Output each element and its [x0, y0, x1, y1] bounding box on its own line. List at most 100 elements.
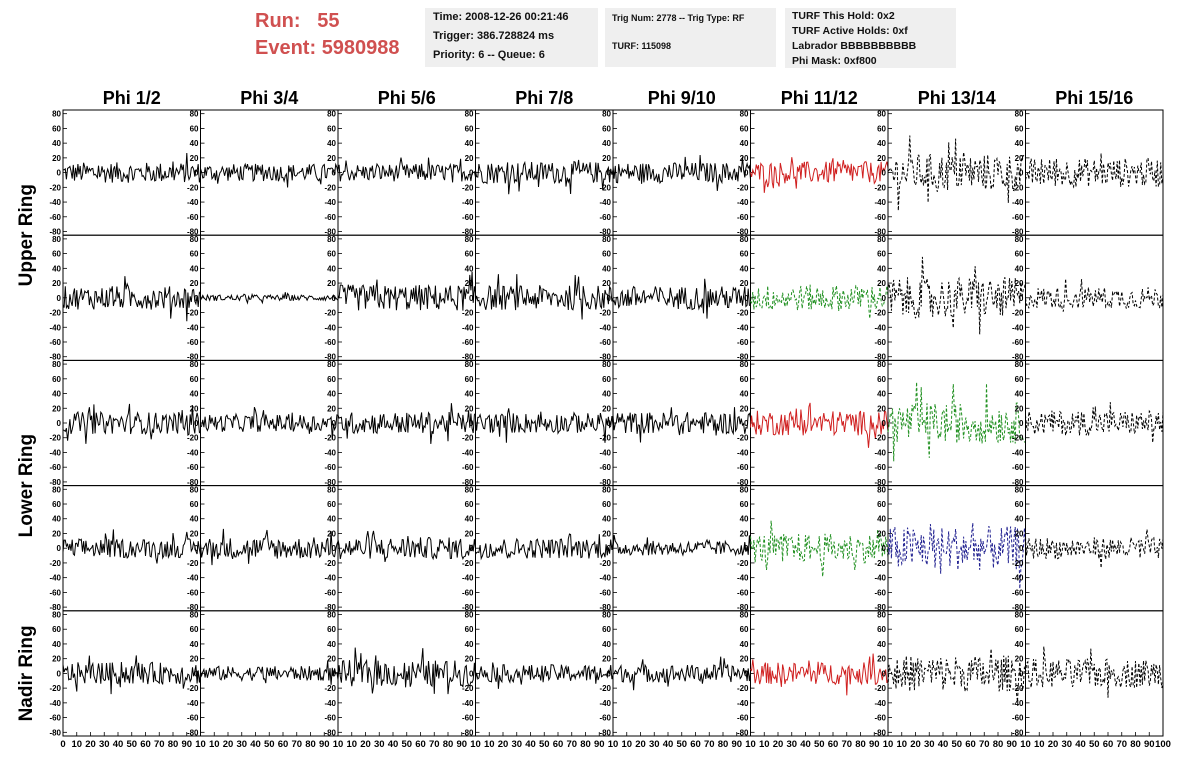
x-tick-label: 10 [484, 739, 495, 750]
y-tick-label: 80 [52, 485, 61, 494]
y-tick-label: -40 [737, 574, 749, 583]
y-tick-label: -40 [599, 198, 611, 207]
y-tick-label: 60 [740, 250, 749, 259]
panel-frame [337, 359, 476, 487]
y-tick-label: 40 [52, 390, 61, 399]
waveform-series [612, 407, 751, 443]
y-tick-label: 20 [1015, 154, 1024, 163]
y-tick-label: 20 [52, 279, 61, 288]
y-tick-label: -80 [599, 728, 611, 737]
y-tick-label: 40 [52, 640, 61, 649]
y-tick-label: 0 [57, 169, 62, 178]
y-tick-label: -40 [187, 448, 199, 457]
waveform-series [750, 157, 889, 193]
y-tick-label: 80 [1015, 360, 1024, 369]
y-tick-label: -60 [599, 588, 611, 597]
waveform-series [62, 655, 201, 695]
y-tick-label: 60 [1015, 625, 1024, 634]
y-tick-label: -40 [49, 574, 61, 583]
y-tick-label: -80 [737, 728, 749, 737]
y-tick-label: 80 [602, 610, 611, 619]
y-tick-label: 80 [327, 485, 336, 494]
y-tick-label: -60 [187, 588, 199, 597]
y-tick-label: -60 [737, 338, 749, 347]
y-tick-label: 80 [1015, 110, 1024, 119]
y-tick-label: -80 [874, 728, 886, 737]
y-tick-label: 60 [190, 124, 199, 133]
y-tick-label: -40 [187, 574, 199, 583]
x-tick-label: 60 [278, 739, 289, 750]
y-tick-label: -80 [1012, 353, 1024, 362]
y-tick-label: 40 [877, 264, 886, 273]
y-tick-label: -80 [187, 603, 199, 612]
waveform-series [200, 660, 339, 685]
y-tick-label: 40 [465, 390, 474, 399]
y-tick-label: 0 [194, 294, 199, 303]
y-tick-label: -80 [462, 228, 474, 237]
y-tick-label: -60 [1012, 338, 1024, 347]
y-tick-label: -20 [737, 434, 749, 443]
x-tick-label: 80 [993, 739, 1004, 750]
y-tick-label: -60 [49, 588, 61, 597]
event-label: Event: [255, 37, 317, 59]
y-tick-label: 80 [52, 110, 61, 119]
waveform-series [337, 530, 476, 563]
y-tick-label: -20 [187, 434, 199, 443]
x-tick-label: 90 [731, 739, 742, 750]
y-tick-label: 80 [465, 485, 474, 494]
y-tick-label: 20 [190, 655, 199, 664]
y-tick-label: 0 [744, 294, 749, 303]
x-tick-label: 20 [85, 739, 96, 750]
y-tick-label: -40 [737, 699, 749, 708]
y-tick-label: 0 [607, 419, 612, 428]
y-tick-label: 20 [327, 529, 336, 538]
y-tick-label: 20 [327, 279, 336, 288]
column-label: Phi 1/2 [103, 88, 161, 108]
column-label: Phi 13/14 [918, 88, 996, 108]
x-tick-label: 10 [1020, 739, 1031, 750]
y-tick-label: 40 [327, 640, 336, 649]
x-tick-label: 10 [209, 739, 220, 750]
y-tick-label: 20 [740, 404, 749, 413]
x-tick-label: 80 [305, 739, 316, 750]
y-tick-label: 80 [52, 610, 61, 619]
y-tick-label: -80 [874, 478, 886, 487]
turf-this-hold-line: TURF This Hold: 0x2 [792, 10, 895, 22]
waveform-series [62, 529, 201, 564]
y-tick-label: -60 [1012, 463, 1024, 472]
y-tick-label: -20 [324, 309, 336, 318]
y-tick-label: -40 [737, 448, 749, 457]
y-tick-label: 0 [57, 419, 62, 428]
y-tick-label: 80 [190, 610, 199, 619]
y-tick-label: 0 [194, 669, 199, 678]
ring-label: Nadir Ring [16, 625, 37, 721]
x-tick-label: 60 [965, 739, 976, 750]
x-tick-label: 80 [443, 739, 454, 750]
x-tick-label: 30 [924, 739, 935, 750]
x-tick-label: 30 [649, 739, 660, 750]
y-tick-label: -60 [874, 588, 886, 597]
panel-frame [750, 109, 889, 236]
x-tick-label: 100 [1155, 739, 1171, 750]
x-tick-label: 20 [498, 739, 509, 750]
y-tick-label: 80 [327, 235, 336, 244]
y-tick-label: -20 [737, 309, 749, 318]
y-tick-label: 0 [469, 294, 474, 303]
y-tick-label: -80 [324, 353, 336, 362]
y-tick-label: 40 [52, 139, 61, 148]
y-tick-label: 40 [877, 515, 886, 524]
y-tick-label: -40 [462, 699, 474, 708]
y-tick-label: 20 [877, 404, 886, 413]
y-tick-label: 60 [465, 500, 474, 509]
y-tick-label: 60 [602, 500, 611, 509]
y-tick-label: 80 [740, 235, 749, 244]
y-tick-label: 0 [469, 419, 474, 428]
x-tick-label: 50 [264, 739, 275, 750]
y-tick-label: 20 [877, 279, 886, 288]
y-tick-label: -80 [874, 603, 886, 612]
y-tick-label: 0 [57, 669, 62, 678]
y-tick-label: 60 [602, 375, 611, 384]
panel-frame [750, 234, 889, 361]
y-tick-label: -40 [324, 699, 336, 708]
x-tick-label: 20 [223, 739, 234, 750]
